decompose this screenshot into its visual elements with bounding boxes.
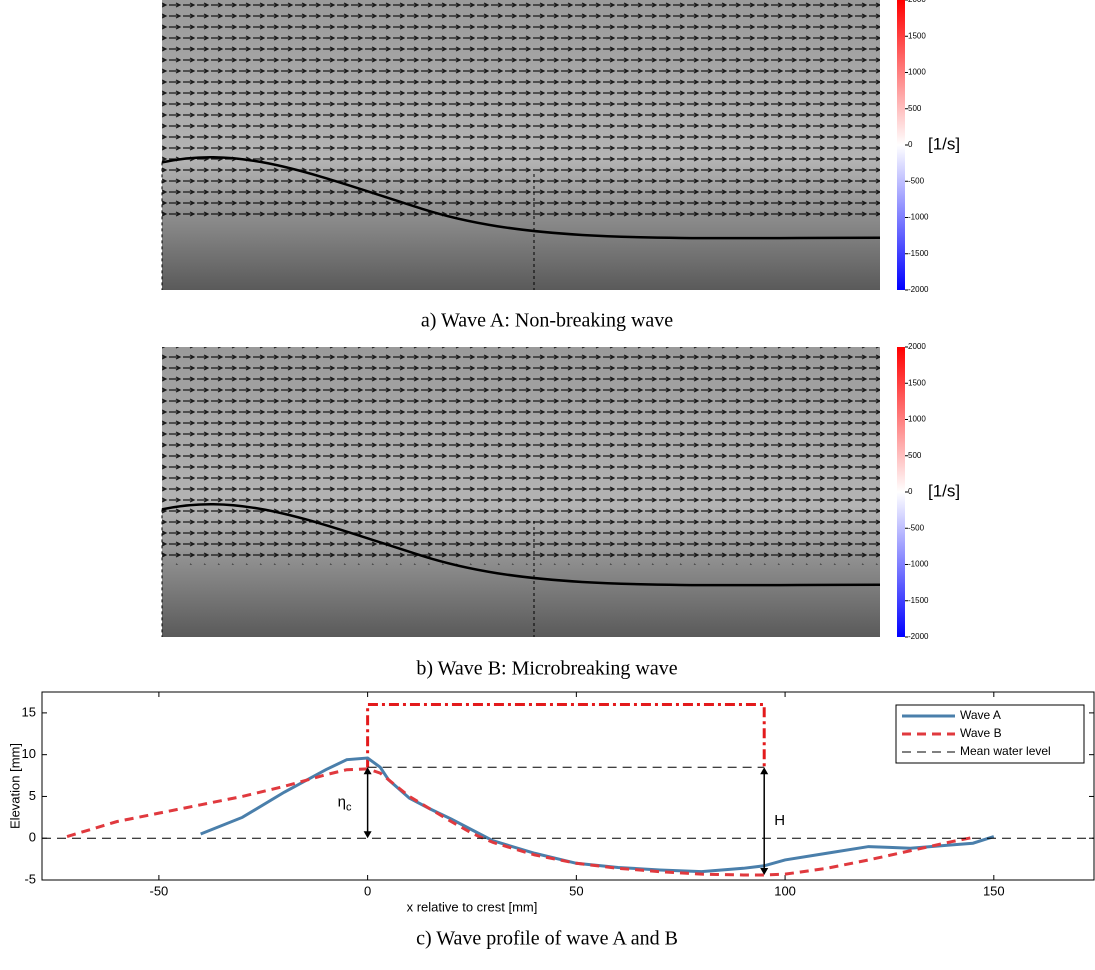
- y-tick-label: -5: [24, 871, 36, 886]
- colorbar-tick-label: -500: [908, 523, 925, 532]
- colorbar: [897, 0, 905, 290]
- annotation-text: η: [338, 794, 346, 811]
- colorbar-tick-label: -2000: [908, 285, 929, 294]
- legend-label: Mean water level: [960, 744, 1051, 758]
- legend-box: [895, 704, 1085, 764]
- y-axis-label: Elevation [mm]: [7, 743, 22, 829]
- annotation: H: [774, 812, 785, 829]
- x-axis-label: x relative to crest [mm]: [407, 899, 538, 914]
- annotation-text: H: [774, 812, 785, 829]
- surface-profile: [161, 503, 881, 587]
- annotation: ηc: [338, 794, 352, 814]
- colorbar-tick-label: -500: [908, 176, 925, 185]
- x-tick-label: 0: [364, 883, 371, 898]
- y-tick-label: 0: [29, 830, 36, 845]
- colorbar: [897, 347, 905, 637]
- x-tick-label: 100: [774, 883, 796, 898]
- colorbar-tick-label: -2000: [908, 632, 929, 641]
- plot-area: [41, 691, 1095, 881]
- colorbar-tick-label: 1500: [908, 31, 926, 40]
- legend-label: Wave B: [960, 726, 1002, 740]
- colorbar-tick-label: -1500: [908, 596, 929, 605]
- caption: c) Wave profile of wave A and B: [416, 928, 678, 950]
- colorbar-label: [1/s]: [928, 134, 960, 153]
- y-tick-label: 5: [29, 788, 36, 803]
- caption: a) Wave A: Non-breaking wave: [421, 310, 673, 332]
- surface-profile: [161, 156, 881, 240]
- y-tick-label: 10: [22, 746, 36, 761]
- colorbar-tick-label: 1000: [908, 415, 926, 424]
- colorbar-tick-label: -1500: [908, 249, 929, 258]
- annotation-subscript: c: [346, 802, 352, 814]
- colorbar-label: [1/s]: [928, 481, 960, 500]
- colorbar-tick-label: 0: [908, 487, 913, 496]
- y-tick-label: 15: [22, 704, 36, 719]
- colorbar-tick-label: 500: [908, 451, 922, 460]
- colorbar-tick-label: -1000: [908, 213, 929, 222]
- colorbar-tick-label: 1500: [908, 378, 926, 387]
- colorbar-tick-label: 500: [908, 104, 922, 113]
- x-tick-label: 50: [569, 883, 583, 898]
- colorbar-tick-label: 2000: [908, 0, 926, 4]
- legend-label: Wave A: [960, 708, 1001, 722]
- caption: b) Wave B: Microbreaking wave: [416, 658, 677, 680]
- series-line: [200, 756, 995, 874]
- colorbar-tick-label: -1000: [908, 560, 929, 569]
- velocity-vectors: [162, 347, 880, 565]
- frame-box: [366, 703, 766, 768]
- velocity-vectors: [162, 0, 880, 218]
- colorbar-tick-label: 2000: [908, 342, 926, 351]
- x-tick-label: 150: [983, 883, 1005, 898]
- colorbar-tick-label: 1000: [908, 68, 926, 77]
- colorbar-tick-label: 0: [908, 140, 913, 149]
- x-tick-label: -50: [149, 883, 168, 898]
